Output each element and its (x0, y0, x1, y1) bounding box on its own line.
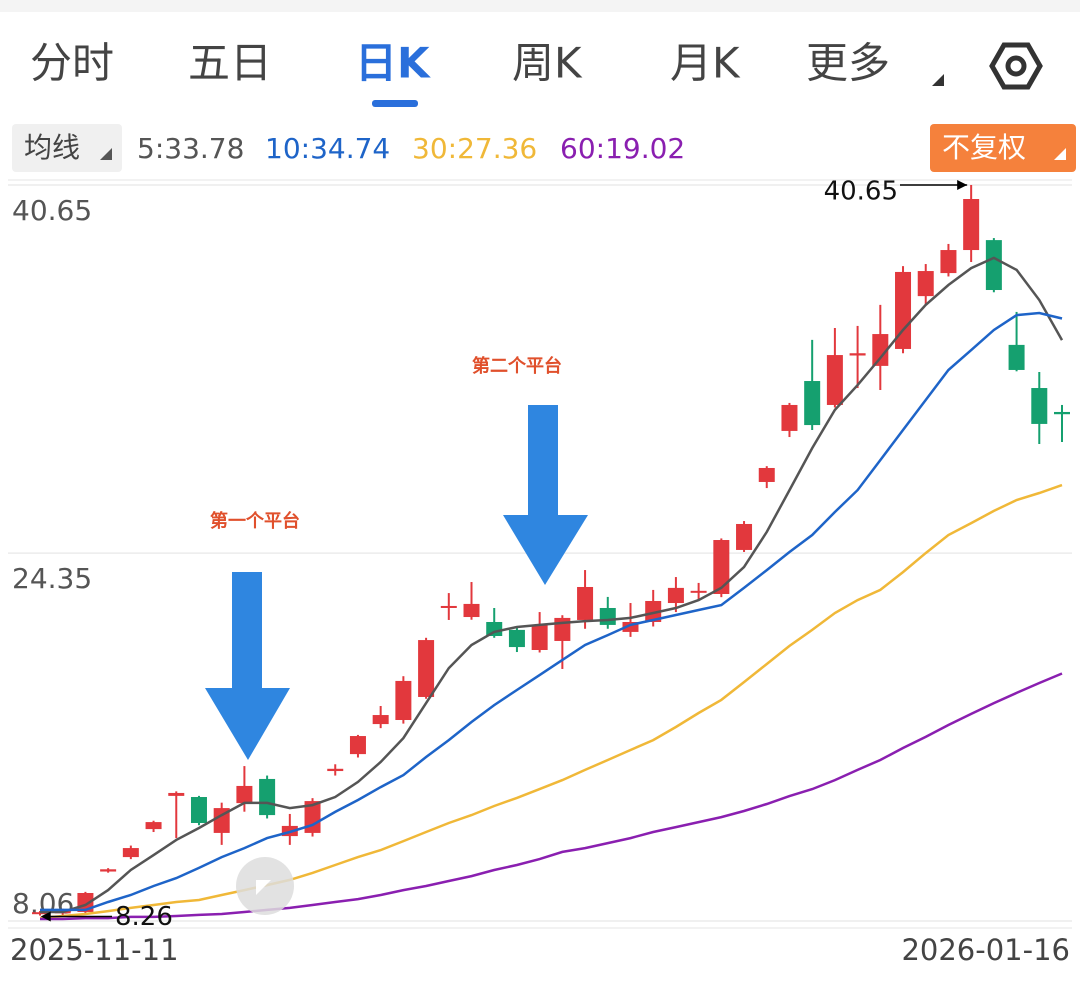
candle-body (985, 240, 1002, 291)
x-tick-label: 2025-11-11 (10, 933, 179, 967)
candle-body (622, 621, 639, 632)
candle-body (1054, 411, 1070, 415)
candle-body (1008, 344, 1025, 370)
more-caret (932, 74, 944, 86)
candle-body (599, 607, 616, 625)
tab[interactable]: 周K (512, 39, 583, 88)
candle-body (395, 680, 412, 721)
tab[interactable]: 五日 (188, 39, 272, 88)
arrow-head (503, 515, 588, 585)
candle-body (872, 334, 889, 366)
candle-body (418, 640, 435, 697)
candle-body (895, 271, 912, 349)
candle-body (781, 404, 798, 431)
arrow-one (205, 572, 290, 760)
y-tick-label: 8.06 (12, 887, 74, 920)
settings-hole (1005, 55, 1027, 77)
candle-body (849, 353, 866, 356)
legend-entry: 30:27.36 (412, 132, 537, 165)
settings-icon[interactable] (989, 42, 1043, 90)
candle-body (577, 586, 594, 620)
candle-body (508, 629, 525, 648)
candle-body (349, 736, 366, 755)
candle-body (168, 792, 185, 796)
adjust-caret (1054, 148, 1066, 160)
candle-body (940, 250, 957, 274)
candle-body (758, 467, 775, 482)
ma-line (40, 672, 1063, 921)
candle-body (145, 822, 162, 830)
settings-hexagon (989, 42, 1043, 90)
candle-body (667, 587, 684, 604)
marker-arrowhead (957, 180, 968, 190)
ma-button-bg[interactable] (12, 124, 122, 172)
candle-body (963, 199, 980, 251)
ma-line (40, 256, 1064, 914)
candle-body (259, 778, 276, 816)
tab[interactable]: 更多 (806, 39, 890, 88)
ma-button[interactable]: 均线 (24, 131, 80, 164)
tab[interactable]: 分时 (30, 39, 114, 88)
candle-body (531, 624, 548, 650)
legend-entry: 5:33.78 (137, 132, 244, 165)
candle-body (690, 590, 707, 593)
x-tick-label: 2026-01-16 (901, 933, 1070, 967)
candle-body (372, 715, 389, 725)
adjust-button[interactable]: 不复权 (942, 131, 1026, 164)
arrow-two (503, 405, 588, 585)
candle-body (440, 605, 457, 608)
candle-body (645, 600, 662, 622)
status-strip (0, 0, 1080, 12)
ma-line (39, 483, 1063, 920)
tab[interactable]: 月K (670, 39, 741, 88)
candle-body (236, 785, 253, 804)
candle-body (100, 869, 117, 872)
annotation: 第一个平台 (210, 510, 300, 532)
y-tick-label: 24.35 (12, 562, 92, 595)
ma-line (40, 311, 1063, 912)
legend-entry: 10:34.74 (265, 132, 390, 165)
candle-body (713, 540, 730, 594)
adjust-button-bg[interactable] (930, 124, 1076, 172)
high-marker: 40.65 (824, 177, 898, 207)
arrow-shaft (528, 405, 558, 517)
candle-body (190, 797, 207, 823)
low-marker: 8.26 (115, 902, 173, 932)
candle-body (122, 848, 139, 858)
candle-body (486, 621, 503, 636)
y-tick-label: 40.65 (12, 194, 92, 227)
marker-arrowhead (40, 911, 51, 922)
tab-underline (372, 100, 418, 107)
ma-caret (100, 148, 112, 160)
legend-entry: 60:19.02 (560, 132, 685, 165)
floating-icon (256, 880, 271, 895)
candle-body (327, 768, 344, 772)
candle-body (463, 603, 480, 618)
candle-body (917, 271, 934, 297)
candle-body (826, 355, 843, 405)
candle-body (1031, 388, 1048, 424)
annotation: 第二个平台 (472, 355, 562, 377)
candle-body (804, 381, 821, 426)
arrow-shaft (232, 572, 262, 690)
candle-body (736, 523, 753, 550)
tab-bar: 分时 五日 日K 周K 月K 更多 (30, 39, 890, 88)
tab[interactable]: 日K (355, 39, 431, 88)
arrow-head (205, 688, 290, 760)
